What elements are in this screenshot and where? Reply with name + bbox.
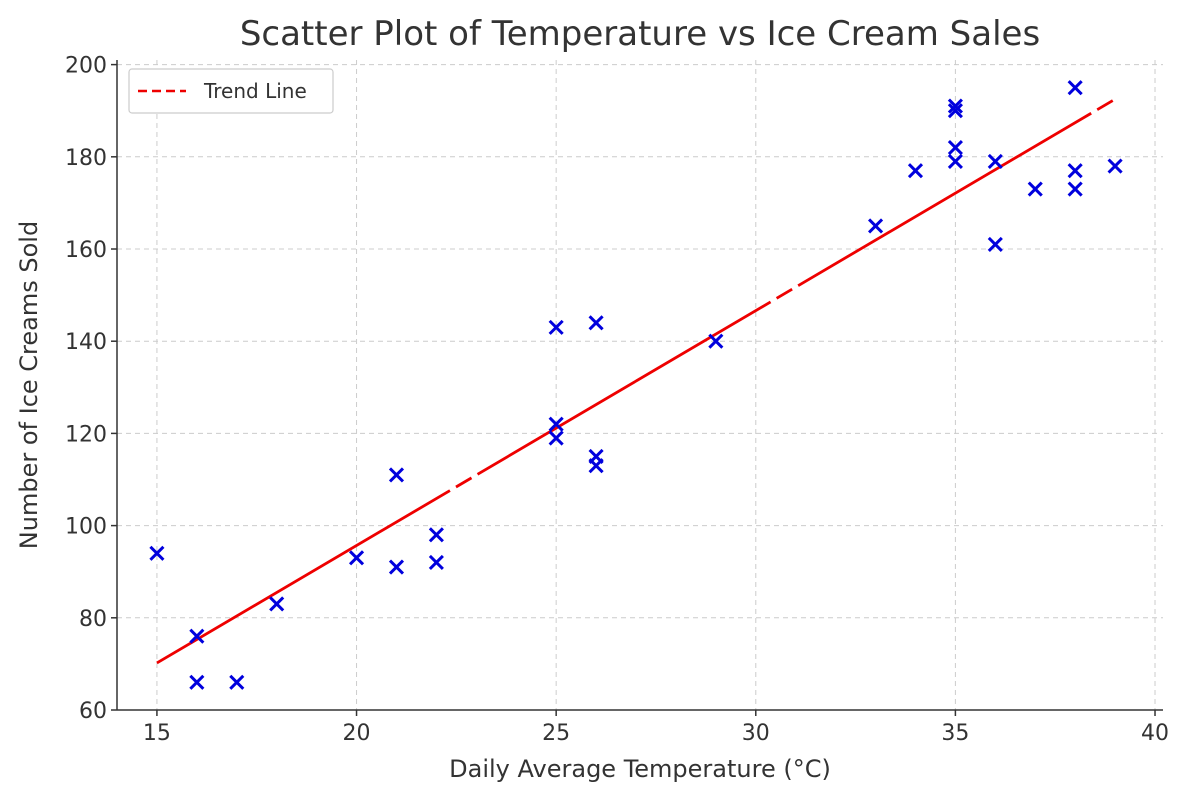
data-point (947, 98, 963, 114)
y-tick-label: 160 (65, 238, 107, 263)
data-point-stroke (1067, 80, 1083, 96)
data-point (388, 559, 405, 575)
data-point (548, 430, 564, 446)
x-tick-label: 40 (1141, 721, 1169, 746)
y-tick-label: 180 (65, 146, 107, 171)
x-tick-label: 30 (742, 721, 770, 746)
data-point-stroke (229, 674, 245, 690)
data-point (548, 416, 564, 432)
data-point-stroke (947, 103, 963, 119)
data-point (947, 140, 963, 156)
data-point-stroke (987, 153, 1003, 169)
data-point-stroke (588, 458, 604, 474)
data-point (189, 674, 205, 690)
data-point (947, 103, 963, 119)
x-axis-label: Daily Average Temperature (°C) (449, 755, 831, 783)
data-point-stroke (189, 628, 205, 644)
data-point (867, 218, 884, 234)
data-point-stroke (548, 319, 564, 335)
data-point-stroke (1067, 163, 1083, 179)
data-point-stroke (149, 545, 165, 561)
y-tick-label: 100 (65, 515, 107, 540)
y-tick-label: 200 (65, 54, 107, 79)
data-points (149, 80, 1123, 690)
data-point (987, 236, 1003, 252)
data-point (1067, 80, 1083, 96)
data-point-stroke (588, 315, 604, 331)
y-tick-label: 120 (65, 422, 107, 447)
data-point (1107, 158, 1123, 174)
data-point-stroke (269, 596, 285, 612)
data-point-stroke (1067, 181, 1083, 197)
y-axis-label: Number of Ice Creams Sold (15, 221, 43, 549)
data-point-stroke (947, 153, 963, 169)
data-point-stroke (1107, 158, 1123, 174)
data-point (588, 458, 604, 474)
x-tick-label: 35 (941, 721, 969, 746)
data-point-stroke (348, 550, 365, 566)
data-point (229, 674, 245, 690)
data-point-stroke (189, 674, 205, 690)
data-point-stroke (987, 236, 1003, 252)
data-point (987, 153, 1003, 169)
data-point-stroke (428, 527, 444, 543)
legend-trend-label: Trend Line (203, 79, 307, 103)
legend-box (128, 68, 334, 114)
x-tick-label: 20 (343, 721, 371, 746)
data-point-stroke (548, 416, 564, 432)
data-point-stroke (388, 467, 405, 483)
data-point (189, 628, 205, 644)
data-point-stroke (1027, 181, 1043, 197)
data-point (548, 319, 564, 335)
data-point-stroke (907, 163, 924, 179)
data-point (388, 467, 405, 483)
data-point-stroke (428, 554, 444, 571)
tick-labels: 15 20 25 30 35 40 60 80 100 120 140 160 180 200 (65, 54, 1169, 746)
y-tick-label: 80 (79, 607, 107, 632)
legend: Trend Line (128, 68, 334, 114)
axes (116, 60, 1163, 711)
data-point-stroke (388, 559, 405, 575)
x-tick-label: 15 (143, 721, 171, 746)
chart-title: Scatter Plot of Temperature vs Ice Cream… (240, 14, 1040, 54)
data-point (1067, 163, 1083, 179)
data-point (348, 550, 365, 566)
data-point-stroke (947, 140, 963, 156)
data-point (428, 527, 444, 543)
grid-lines (117, 60, 1163, 711)
data-point (1067, 181, 1083, 197)
data-point-stroke (548, 430, 564, 446)
y-tick-label: 140 (65, 330, 107, 355)
data-point (269, 596, 285, 612)
trend-line-layer (156, 97, 1116, 665)
data-point (428, 554, 444, 571)
data-point (947, 153, 963, 169)
x-tick-label: 25 (542, 721, 570, 746)
data-point (588, 315, 604, 331)
data-point (907, 163, 924, 179)
y-tick-label: 60 (79, 699, 107, 724)
trend-line (156, 97, 1116, 665)
data-point (1027, 181, 1043, 197)
data-point-stroke (867, 218, 884, 234)
data-point (149, 545, 165, 561)
data-point-stroke (947, 98, 963, 114)
data-point-stroke (708, 333, 724, 349)
data-point (708, 333, 724, 349)
